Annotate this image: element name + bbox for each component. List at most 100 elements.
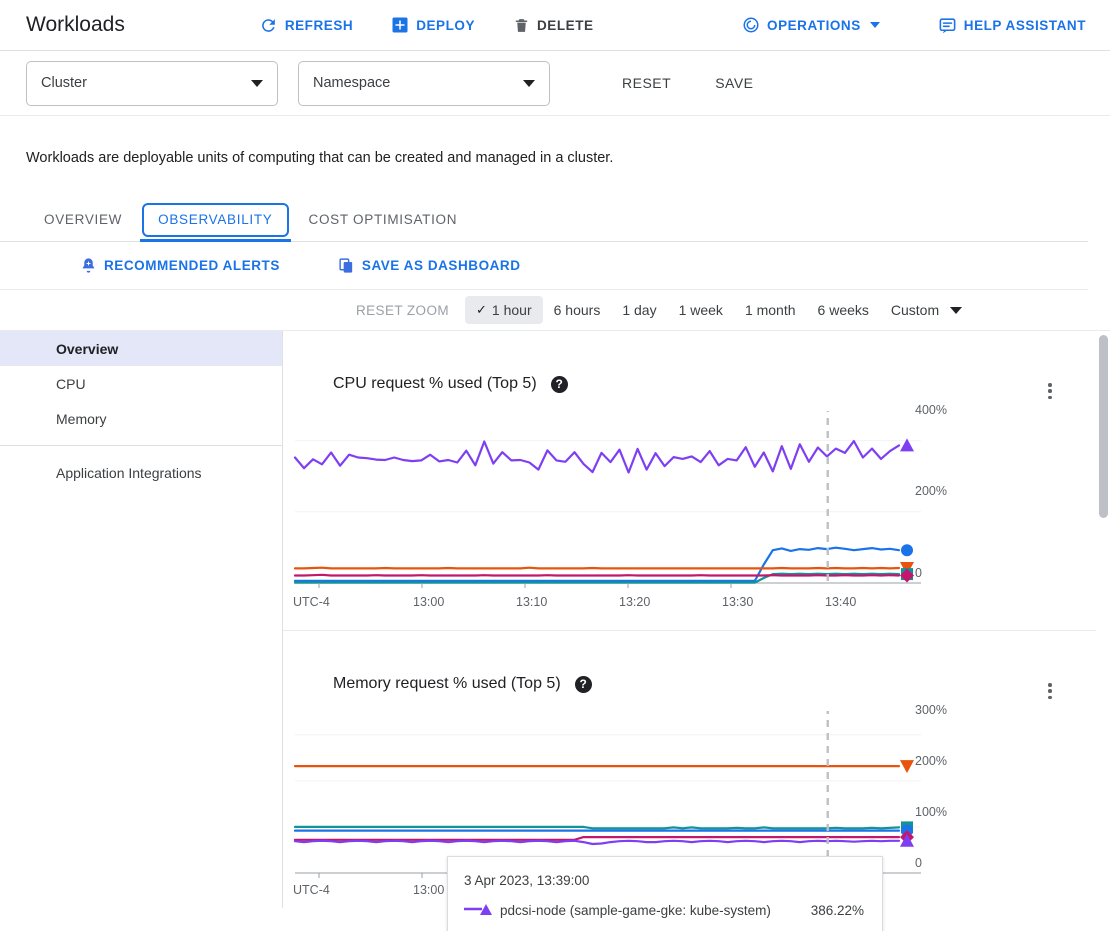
range-6-hours-label: 6 hours: [553, 302, 601, 318]
cluster-select-label: Cluster: [41, 75, 87, 91]
filter-buttons: RESET SAVE: [610, 67, 766, 99]
add-box-icon: [391, 16, 409, 34]
help-icon[interactable]: ?: [550, 375, 568, 393]
primary-actions: REFRESH DEPLOY DELETE: [253, 10, 600, 41]
delete-button[interactable]: DELETE: [507, 11, 600, 40]
chat-icon: [938, 16, 957, 35]
help-assistant-button[interactable]: HELP ASSISTANT: [932, 10, 1092, 41]
recommended-alerts-button[interactable]: RECOMMENDED ALERTS: [74, 251, 286, 280]
range-1-month[interactable]: 1 month: [734, 296, 807, 324]
observability-sidenav: Overview CPU Memory Application Integrat…: [0, 331, 283, 908]
refresh-icon: [259, 16, 278, 35]
range-1-week[interactable]: 1 week: [668, 296, 734, 324]
help-assistant-label: HELP ASSISTANT: [963, 17, 1086, 33]
chart-plot-cpu: 400% 200% 0 UTC-4 13:00 13:10 13:20 13:3…: [283, 403, 1096, 626]
refresh-label: REFRESH: [284, 17, 354, 33]
chart-menu-button-cpu[interactable]: [1040, 381, 1060, 401]
deploy-button[interactable]: DEPLOY: [385, 10, 481, 40]
tooltip-timestamp: 3 Apr 2023, 13:39:00: [464, 873, 590, 888]
range-custom-label: Custom: [890, 302, 940, 318]
sidebar-item-application-integrations[interactable]: Application Integrations: [0, 455, 282, 490]
charts-column[interactable]: CPU request % used (Top 5) ? 400% 200% 0…: [283, 331, 1110, 908]
operations-icon: [742, 16, 760, 34]
tooltip-row: pdcsi-node (sample-game-gke: kube-system…: [464, 898, 864, 924]
tooltip-series-name: pdcsi-node (sample-game-gke: kube-system…: [500, 903, 771, 918]
x-tick-mem-tz: UTC-4: [293, 883, 330, 897]
range-6-weeks-label: 6 weeks: [817, 302, 869, 318]
tab-overview-label: OVERVIEW: [44, 212, 123, 227]
chevron-down-icon: [523, 79, 535, 87]
sidebar-item-overview[interactable]: Overview: [0, 331, 282, 366]
app-toolbar: Workloads REFRESH DEPLOY DELETE OPERAT: [0, 0, 1110, 51]
operations-label: OPERATIONS: [767, 17, 861, 33]
namespace-select-label: Namespace: [313, 75, 391, 91]
range-1-hour-label: 1 hour: [491, 302, 532, 318]
x-tick-cpu-5: 13:40: [825, 595, 857, 609]
sidebar-item-application-integrations-label: Application Integrations: [56, 464, 202, 481]
save-as-dashboard-label: SAVE AS DASHBOARD: [361, 258, 521, 273]
sidebar-item-memory[interactable]: Memory: [0, 401, 282, 436]
range-6-hours[interactable]: 6 hours: [543, 296, 612, 324]
reset-zoom-button[interactable]: RESET ZOOM: [356, 302, 450, 318]
observability-actions: RECOMMENDED ALERTS SAVE AS DASHBOARD: [0, 242, 1088, 290]
bell-add-icon: [80, 257, 97, 274]
sidebar-item-memory-label: Memory: [56, 410, 107, 427]
reset-filters-button[interactable]: RESET: [610, 67, 683, 99]
x-tick-cpu-3: 13:20: [619, 595, 651, 609]
time-range-bar: RESET ZOOM ✓ 1 hour 6 hours 1 day 1 week…: [0, 290, 1110, 330]
chart-title-cpu: CPU request % used (Top 5): [333, 375, 537, 392]
y-tick-cpu-1: 200%: [915, 484, 947, 498]
charts-scrollbar[interactable]: [1099, 335, 1108, 518]
range-1-day-label: 1 day: [622, 302, 657, 318]
x-tick-mem-1: 13:00: [413, 883, 445, 897]
namespace-select[interactable]: Namespace: [298, 60, 550, 106]
tab-overview[interactable]: OVERVIEW: [26, 199, 140, 241]
range-1-hour[interactable]: ✓ 1 hour: [465, 296, 543, 324]
save-as-dashboard-button[interactable]: SAVE AS DASHBOARD: [332, 251, 527, 280]
tab-observability[interactable]: OBSERVABILITY: [140, 199, 291, 242]
page-description: Workloads are deployable units of comput…: [26, 150, 614, 166]
y-tick-mem-3: 0: [915, 856, 922, 870]
chart-tooltip: 3 Apr 2023, 13:39:00 pdcsi-node (sample-…: [447, 856, 883, 931]
chevron-down-icon: [251, 79, 263, 87]
chart-panel-cpu: CPU request % used (Top 5) ? 400% 200% 0…: [283, 331, 1096, 631]
sidebar-item-cpu-label: CPU: [56, 375, 86, 392]
triangle-up-icon: [464, 898, 500, 924]
observability-body: Overview CPU Memory Application Integrat…: [0, 330, 1110, 931]
chart-header-cpu: CPU request % used (Top 5) ?: [283, 331, 1096, 393]
operations-button[interactable]: OPERATIONS: [736, 10, 886, 40]
secondary-actions: OPERATIONS HELP ASSISTANT: [736, 10, 1092, 41]
delete-label: DELETE: [537, 17, 594, 33]
y-tick-mem-0: 300%: [915, 703, 947, 717]
chart-menu-button-memory[interactable]: [1040, 681, 1060, 701]
chevron-down-icon: [869, 22, 880, 28]
help-icon[interactable]: ?: [574, 675, 592, 693]
range-1-day[interactable]: 1 day: [611, 296, 667, 324]
save-filters-button[interactable]: SAVE: [703, 67, 765, 99]
range-1-month-label: 1 month: [744, 302, 796, 318]
sidebar-item-cpu[interactable]: CPU: [0, 366, 282, 401]
chart-title-memory: Memory request % used (Top 5): [333, 675, 561, 692]
tab-cost-optimisation[interactable]: COST OPTIMISATION: [291, 199, 476, 241]
tooltip-series-value: 386.22%: [810, 903, 864, 918]
main-tabs: OVERVIEW OBSERVABILITY COST OPTIMISATION: [0, 200, 1088, 242]
page-title: Workloads: [26, 13, 125, 36]
deploy-label: DEPLOY: [416, 17, 475, 33]
range-custom[interactable]: Custom: [880, 296, 973, 324]
filter-bar: Cluster Namespace RESET SAVE: [0, 51, 1110, 116]
refresh-button[interactable]: REFRESH: [253, 10, 359, 41]
sidenav-divider: [0, 445, 282, 446]
tab-active-underline: [140, 239, 291, 242]
x-tick-cpu-2: 13:10: [516, 595, 548, 609]
cluster-select[interactable]: Cluster: [26, 60, 278, 106]
y-tick-mem-1: 200%: [915, 754, 947, 768]
check-icon: ✓: [476, 302, 487, 317]
range-1-week-label: 1 week: [678, 302, 723, 318]
cpu-chart-svg: [293, 411, 921, 588]
tab-cost-optimisation-label: COST OPTIMISATION: [308, 212, 458, 227]
range-6-weeks[interactable]: 6 weeks: [807, 296, 880, 324]
tab-observability-label: OBSERVABILITY: [158, 212, 273, 227]
y-tick-cpu-0: 400%: [915, 403, 947, 417]
recommended-alerts-label: RECOMMENDED ALERTS: [104, 258, 280, 273]
copy-icon: [338, 257, 355, 274]
